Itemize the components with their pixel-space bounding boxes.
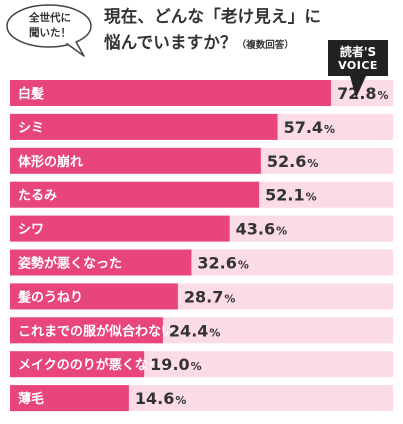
title-line-1: 現在、どんな「老け見え」に xyxy=(104,7,322,26)
chart-title: 現在、どんな「老け見え」に 悩んでいますか？（複数回答） xyxy=(104,4,336,59)
category-label: これまでの服が似合わない xyxy=(18,323,174,339)
bar xyxy=(10,215,230,242)
badge-line-1: 読者'S xyxy=(339,45,377,59)
data-label: 19.0% xyxy=(150,355,202,374)
bar xyxy=(10,283,178,310)
badge-line-2: VOICE xyxy=(338,59,378,72)
data-label: 43.6% xyxy=(236,220,288,239)
badge-shape-icon xyxy=(328,40,388,98)
bar xyxy=(10,249,192,276)
speech-bubble-text: 全世代に 聞いた！ xyxy=(10,11,90,41)
category-label: シワ xyxy=(18,223,44,238)
category-label: 薄毛 xyxy=(18,391,44,407)
data-label: 24.4% xyxy=(169,321,221,340)
category-label: たるみ xyxy=(18,189,57,204)
category-label: 姿勢が悪くなった xyxy=(18,256,122,272)
bubble-line-2: 聞いた！ xyxy=(29,27,71,39)
readers-voice-badge: 読者'S VOICE xyxy=(326,40,390,100)
bar xyxy=(10,351,145,378)
bar xyxy=(10,80,332,106)
category-label: 体形の崩れ xyxy=(18,154,83,170)
speech-bubble: 全世代に 聞いた！ xyxy=(4,2,96,58)
category-label: 髪のうねり xyxy=(17,289,83,305)
data-label: 57.4% xyxy=(284,118,336,137)
bar xyxy=(10,181,260,208)
bar xyxy=(10,113,278,140)
data-label: 32.6% xyxy=(197,254,249,273)
title-line-2: 悩んでいますか？ xyxy=(104,33,237,52)
bar xyxy=(10,317,163,344)
data-label: 14.6% xyxy=(135,389,187,408)
category-label: シミ xyxy=(18,121,44,136)
category-label: 白髪 xyxy=(18,86,44,102)
bar xyxy=(10,385,129,412)
data-label: 52.1% xyxy=(265,186,317,205)
bar xyxy=(10,147,261,174)
bubble-line-1: 全世代に xyxy=(29,12,71,24)
category-label: メイクののりが悪くなった xyxy=(18,357,174,373)
data-label: 28.7% xyxy=(184,287,236,306)
title-note: （複数回答） xyxy=(236,40,294,51)
data-label: 52.6% xyxy=(267,152,319,171)
speech-bubble-icon xyxy=(6,4,92,57)
